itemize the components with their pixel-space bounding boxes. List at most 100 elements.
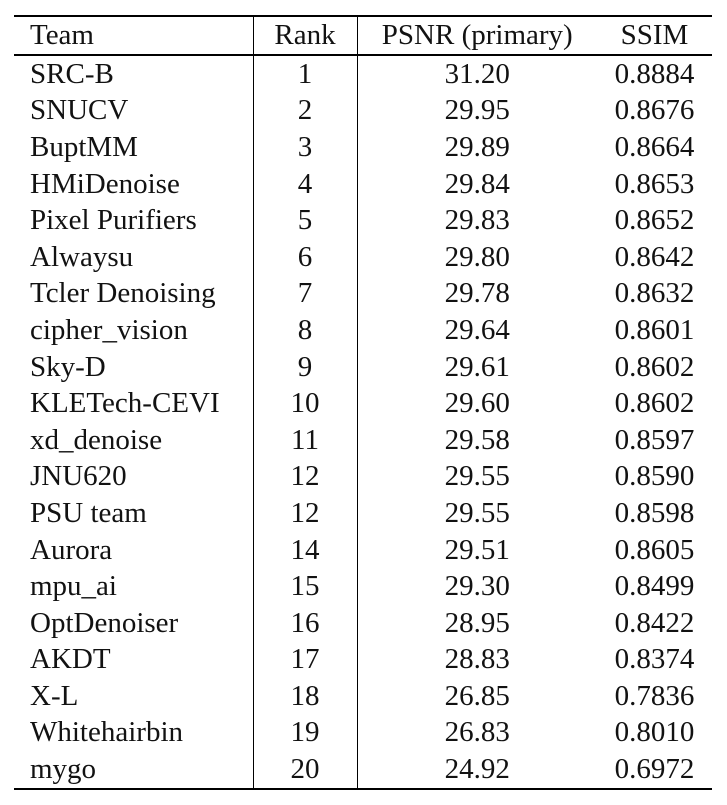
team-cell: Pixel Purifiers [14, 202, 254, 239]
rank-cell: 4 [253, 165, 358, 203]
team-cell: cipher_vision [14, 312, 254, 349]
table-row: AKDT 17 28.83 0.8374 [14, 641, 712, 679]
table-header: Team Rank PSNR (primary) SSIM [14, 16, 712, 56]
team-cell: xd_denoise [14, 421, 254, 459]
ssim-cell: 0.8597 [614, 423, 695, 456]
ssim-cell: 0.8598 [614, 496, 695, 529]
ssim-cell: 0.8642 [614, 240, 695, 273]
psnr-cell: 29.55 [444, 496, 510, 529]
ssim-cell: 0.8676 [614, 94, 695, 127]
psnr-cell: 29.64 [444, 313, 510, 346]
psnr-cell: 28.83 [444, 643, 510, 676]
rank-cell: 1 [253, 55, 358, 93]
rank-cell: 20 [253, 751, 358, 789]
psnr-cell: 29.30 [444, 570, 510, 603]
team-cell: KLETech-CEVI [14, 385, 254, 422]
rank-cell: 3 [253, 129, 358, 166]
team-cell: Whitehairbin [14, 714, 254, 752]
psnr-cell: 29.80 [444, 240, 510, 273]
table-row: KLETech-CEVI 10 29.60 0.8602 [14, 385, 712, 422]
col-header-psnr: PSNR (primary) [357, 16, 597, 56]
ssim-cell: 0.8601 [614, 313, 695, 346]
rank-cell: 12 [253, 495, 358, 532]
rank-cell: 17 [253, 641, 358, 679]
rank-cell: 14 [253, 531, 358, 569]
table-row: Aurora 14 29.51 0.8605 [14, 531, 712, 569]
ssim-cell: 0.8422 [614, 606, 695, 639]
table-row: X-L 18 26.85 0.7836 [14, 678, 712, 715]
ssim-cell: 0.8602 [614, 387, 695, 420]
table-row: JNU620 12 29.55 0.8590 [14, 458, 712, 496]
rank-cell: 18 [253, 678, 358, 715]
ssim-cell: 0.7836 [614, 679, 695, 712]
team-cell: mygo [14, 751, 254, 789]
rank-cell: 10 [253, 385, 358, 422]
rank-cell: 2 [253, 92, 358, 130]
psnr-cell: 29.83 [444, 204, 510, 237]
team-cell: BuptMM [14, 129, 254, 166]
ssim-cell: 0.8010 [614, 716, 695, 749]
team-cell: SRC-B [14, 55, 254, 93]
table-row: cipher_vision 8 29.64 0.8601 [14, 312, 712, 349]
psnr-cell: 29.51 [444, 533, 510, 566]
table-row: mygo 20 24.92 0.6972 [14, 751, 712, 789]
team-cell: Alwaysu [14, 238, 254, 276]
psnr-cell: 24.92 [444, 753, 510, 786]
psnr-cell: 29.84 [444, 167, 510, 200]
table-row: Tcler Denoising 7 29.78 0.8632 [14, 275, 712, 313]
team-cell: AKDT [14, 641, 254, 679]
team-cell: Tcler Denoising [14, 275, 254, 313]
table-row: xd_denoise 11 29.58 0.8597 [14, 421, 712, 459]
table-row: Alwaysu 6 29.80 0.8642 [14, 238, 712, 276]
table-body: SRC-B 1 31.20 0.8884 SNUCV 2 29.95 0.867… [14, 55, 712, 789]
ssim-cell: 0.8605 [614, 533, 695, 566]
table-row: Whitehairbin 19 26.83 0.8010 [14, 714, 712, 752]
psnr-cell: 29.78 [444, 277, 510, 310]
rank-cell: 15 [253, 568, 358, 605]
table-row: SNUCV 2 29.95 0.8676 [14, 92, 712, 130]
ssim-cell: 0.6972 [614, 753, 695, 786]
rank-cell: 19 [253, 714, 358, 752]
rank-cell: 5 [253, 202, 358, 239]
psnr-cell: 26.83 [444, 716, 510, 749]
rank-cell: 7 [253, 275, 358, 313]
team-cell: OptDenoiser [14, 604, 254, 642]
table-row: OptDenoiser 16 28.95 0.8422 [14, 604, 712, 642]
rank-cell: 11 [253, 421, 358, 459]
ssim-cell: 0.8590 [614, 460, 695, 493]
rank-cell: 16 [253, 604, 358, 642]
table-row: mpu_ai 15 29.30 0.8499 [14, 568, 712, 605]
team-cell: X-L [14, 678, 254, 715]
psnr-cell: 29.55 [444, 460, 510, 493]
ssim-cell: 0.8884 [614, 57, 695, 90]
psnr-cell: 29.61 [444, 350, 510, 383]
ssim-cell: 0.8602 [614, 350, 695, 383]
ssim-cell: 0.8653 [614, 167, 695, 200]
table-row: HMiDenoise 4 29.84 0.8653 [14, 165, 712, 203]
team-cell: SNUCV [14, 92, 254, 130]
col-header-team: Team [14, 16, 254, 56]
team-cell: Sky-D [14, 348, 254, 386]
psnr-cell: 29.89 [444, 130, 510, 163]
ssim-cell: 0.8374 [614, 643, 695, 676]
rank-cell: 12 [253, 458, 358, 496]
rank-cell: 6 [253, 238, 358, 276]
ssim-cell: 0.8664 [614, 130, 695, 163]
psnr-cell: 29.95 [444, 94, 510, 127]
header-row: Team Rank PSNR (primary) SSIM [14, 16, 712, 56]
ssim-cell: 0.8632 [614, 277, 695, 310]
table-row: Pixel Purifiers 5 29.83 0.8652 [14, 202, 712, 239]
psnr-cell: 29.58 [444, 423, 510, 456]
team-cell: JNU620 [14, 458, 254, 496]
rank-cell: 9 [253, 348, 358, 386]
psnr-cell: 26.85 [444, 679, 510, 712]
psnr-cell: 28.95 [444, 606, 510, 639]
table-row: BuptMM 3 29.89 0.8664 [14, 129, 712, 166]
results-table: Team Rank PSNR (primary) SSIM SRC-B 1 31… [14, 15, 712, 790]
team-cell: mpu_ai [14, 568, 254, 605]
psnr-cell: 31.20 [444, 57, 510, 90]
ssim-cell: 0.8652 [614, 204, 695, 237]
col-header-rank: Rank [253, 16, 358, 56]
team-cell: Aurora [14, 531, 254, 569]
